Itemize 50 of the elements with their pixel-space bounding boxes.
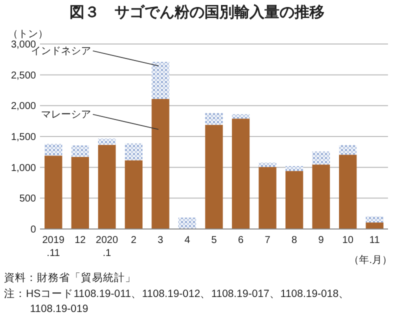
x-tick-label: 2 [130, 235, 137, 246]
bar [124, 143, 143, 160]
bar [258, 167, 276, 229]
x-tick-label: 11 [369, 235, 380, 246]
x-axis-title: （年.月） [349, 254, 392, 266]
y-tick-label: 2,000 [10, 101, 36, 112]
bar [285, 166, 304, 172]
y-tick-label: 500 [19, 194, 36, 205]
y-tick-label: 2,500 [10, 70, 36, 82]
bar [312, 164, 330, 229]
bar [178, 218, 196, 229]
bar [258, 162, 276, 168]
x-tick-label: 6 [238, 235, 244, 246]
x-tick-label: 2019 .11 [42, 235, 65, 259]
x-tick-label: 5 [211, 235, 218, 246]
y-axis-title: （トン） [8, 29, 48, 40]
bar [44, 156, 62, 229]
bar [285, 171, 304, 229]
bar [98, 138, 116, 145]
bar [205, 124, 223, 229]
y-tick-label: 1,000 [10, 162, 36, 174]
bar [232, 114, 250, 119]
bar [205, 113, 223, 125]
bar [339, 154, 357, 229]
x-tick-label: 7 [264, 235, 271, 246]
y-tick-label: 1,500 [10, 132, 36, 143]
bar [71, 145, 89, 157]
y-tick-label: 0 [30, 224, 36, 236]
x-tick-label: 10 [342, 235, 354, 246]
bar [366, 216, 384, 223]
bar [152, 62, 170, 99]
bar [232, 118, 250, 229]
text: マレーシア [40, 109, 91, 120]
x-tick-label: 3 [158, 235, 164, 246]
bar [339, 145, 357, 155]
text: 資料：財務省「貿易統計」 [4, 271, 136, 284]
bar [312, 151, 330, 165]
x-tick-label: 8 [292, 235, 298, 246]
x-tick-label: 9 [318, 235, 324, 246]
bar [124, 160, 143, 229]
x-tick-label: 2020 .1 [96, 235, 118, 259]
bar [152, 98, 170, 229]
text: 注：HSコード1108.19-011、1108.19-012、1108.19-017、1108.19-018、1108.19-019 [4, 287, 350, 315]
bar [44, 144, 62, 156]
bar [71, 156, 89, 229]
bar [98, 144, 116, 229]
bar [366, 222, 384, 229]
x-tick-label: 4 [184, 235, 190, 246]
x-tick-label: 12 [74, 235, 86, 246]
chart-title: 図３ サゴでん粉の国別輸入量の推移 [70, 4, 324, 21]
